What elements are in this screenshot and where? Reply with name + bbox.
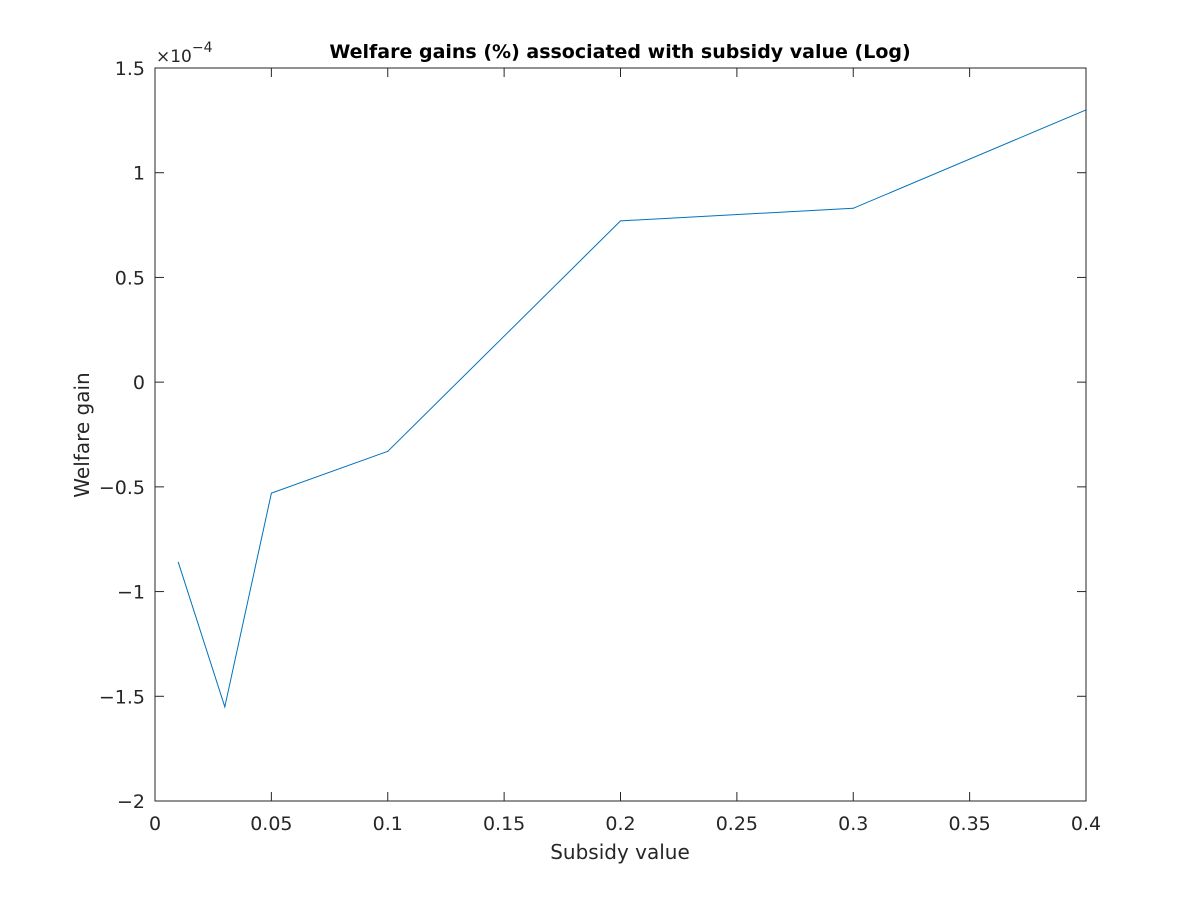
x-tick-label: 0.35 xyxy=(948,813,990,835)
y-tick-label: 1.5 xyxy=(115,58,145,80)
data-point xyxy=(177,561,179,563)
x-tick-label: 0 xyxy=(149,813,161,835)
data-point xyxy=(620,220,621,222)
y-tick-label: 0.5 xyxy=(115,267,145,289)
x-tick-label: 0.2 xyxy=(605,813,635,835)
x-tick-label: 0.15 xyxy=(483,813,525,835)
data-point xyxy=(387,450,389,452)
data-point xyxy=(270,492,272,494)
y-tick-label: 1 xyxy=(133,163,145,185)
x-axis-label: Subsidy value xyxy=(550,840,690,864)
x-tick-label: 0.1 xyxy=(373,813,403,835)
y-tick-label: −0.5 xyxy=(99,477,145,499)
data-point xyxy=(224,706,226,708)
y-exponent-label: ×10−4 xyxy=(156,40,213,67)
x-tick-label: 0.05 xyxy=(250,813,292,835)
y-exponent-base: ×10 xyxy=(156,47,192,67)
x-tick-label: 0.3 xyxy=(838,813,868,835)
y-tick-label: −1 xyxy=(117,582,145,604)
y-tick-label: −1.5 xyxy=(99,686,145,708)
axes-background xyxy=(155,68,1086,801)
y-exponent-power: −4 xyxy=(192,40,213,56)
y-axis-label: Welfare gain xyxy=(70,372,94,497)
y-ticks: −2 −1.5 −1 −0.5 0 0.5 1 1.5 xyxy=(99,58,1086,813)
x-tick-label: 0.25 xyxy=(716,813,758,835)
data-point xyxy=(852,207,854,209)
chart-title: Welfare gains (%) associated with subsid… xyxy=(329,41,910,63)
y-tick-label: 0 xyxy=(133,372,145,394)
y-tick-label: −2 xyxy=(117,791,145,813)
x-ticks: 0 0.05 0.1 0.15 0.2 0.25 0.3 0.35 0.4 xyxy=(149,68,1101,835)
x-tick-label: 0.4 xyxy=(1071,813,1101,835)
